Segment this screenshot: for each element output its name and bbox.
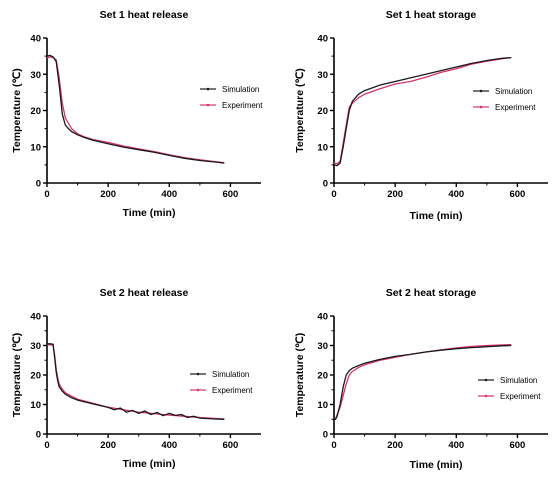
y-axis-label: Temperature (℃)	[294, 68, 306, 153]
y-tick-label: 40	[317, 312, 328, 323]
legend-label-simulation: Simulation	[500, 376, 537, 385]
y-tick-label: 40	[30, 312, 41, 323]
x-tick-label: 600	[509, 440, 525, 451]
x-tick-label: 200	[100, 440, 116, 451]
x-axis-label: Time (min)	[410, 459, 463, 471]
x-tick-label: 400	[161, 189, 177, 200]
legend-label-simulation: Simulation	[222, 85, 259, 94]
y-tick-label: 40	[30, 34, 41, 45]
y-tick-label: 10	[30, 400, 41, 411]
legend-marker-experiment	[206, 103, 210, 107]
y-tick-label: 20	[317, 371, 328, 382]
legend-marker-experiment	[196, 388, 200, 392]
x-tick-label: 0	[331, 189, 336, 200]
legend-label-simulation: Simulation	[495, 87, 532, 96]
series-line-simulation	[46, 54, 225, 164]
x-tick-label: 200	[387, 189, 403, 200]
series-line-experiment	[333, 343, 512, 420]
y-tick-label: 40	[317, 34, 328, 45]
legend-marker-simulation	[484, 378, 488, 382]
chart-title: Set 1 heat release	[100, 9, 189, 21]
legend-label-experiment: Experiment	[495, 103, 536, 112]
legend-label-experiment: Experiment	[500, 392, 541, 401]
y-tick-label: 30	[30, 70, 41, 81]
y-axis-label: Temperature (℃)	[11, 68, 23, 153]
legend-marker-experiment	[484, 394, 488, 398]
y-tick-label: 10	[317, 142, 328, 153]
x-tick-label: 200	[387, 440, 403, 451]
x-tick-label: 400	[448, 440, 464, 451]
y-tick-label: 0	[323, 430, 328, 441]
chart-title: Set 1 heat storage	[386, 9, 477, 21]
legend-marker-simulation	[206, 87, 210, 91]
y-tick-label: 30	[317, 70, 328, 81]
legend-label-experiment: Experiment	[222, 101, 263, 110]
series-line-experiment	[46, 343, 225, 420]
x-tick-label: 600	[222, 440, 238, 451]
series-line-simulation	[333, 56, 512, 167]
x-tick-label: 0	[44, 189, 49, 200]
x-tick-label: 400	[161, 440, 177, 451]
y-tick-label: 30	[30, 341, 41, 352]
y-tick-label: 10	[317, 400, 328, 411]
legend-label-experiment: Experiment	[212, 386, 253, 395]
legend-marker-simulation	[196, 372, 200, 376]
y-tick-label: 0	[323, 179, 328, 190]
y-tick-label: 20	[30, 371, 41, 382]
x-tick-label: 600	[222, 189, 238, 200]
x-tick-label: 200	[100, 189, 116, 200]
y-tick-label: 30	[317, 341, 328, 352]
series-line-experiment	[333, 56, 512, 165]
x-axis-label: Time (min)	[123, 207, 176, 219]
series-line-experiment	[46, 56, 225, 164]
y-tick-label: 10	[30, 142, 41, 153]
chart-title: Set 2 heat storage	[386, 287, 477, 299]
y-tick-label: 20	[317, 106, 328, 117]
legend-label-simulation: Simulation	[212, 370, 249, 379]
x-axis-label: Time (min)	[123, 458, 176, 470]
y-tick-label: 20	[30, 106, 41, 117]
x-tick-label: 0	[331, 440, 336, 451]
y-tick-label: 0	[36, 430, 41, 441]
y-axis-label: Temperature (℃)	[294, 333, 306, 418]
chart-title: Set 2 heat release	[100, 287, 189, 299]
x-tick-label: 0	[44, 440, 49, 451]
x-tick-label: 400	[448, 189, 464, 200]
y-tick-label: 0	[36, 179, 41, 190]
legend-marker-experiment	[479, 105, 483, 109]
x-axis-label: Time (min)	[410, 210, 463, 222]
series-line-simulation	[334, 344, 512, 420]
x-tick-label: 600	[509, 189, 525, 200]
y-axis-label: Temperature (℃)	[11, 333, 23, 418]
series-line-simulation	[46, 343, 225, 420]
legend-marker-simulation	[479, 89, 483, 93]
